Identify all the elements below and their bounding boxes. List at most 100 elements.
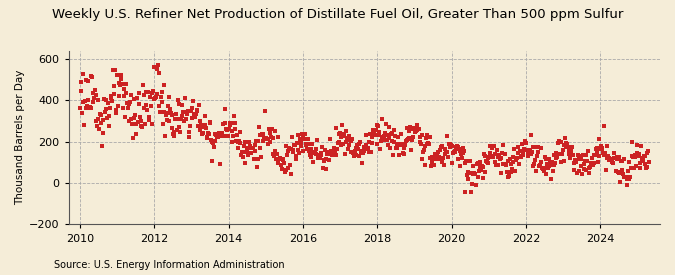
Point: [244, 139, 254, 144]
Point: [127, 122, 138, 126]
Point: [235, 130, 246, 134]
Point: [491, 163, 502, 168]
Point: [260, 108, 271, 113]
Point: [461, 159, 472, 163]
Point: [529, 162, 539, 166]
Point: [137, 125, 148, 129]
Point: [217, 131, 228, 136]
Point: [504, 174, 514, 179]
Point: [145, 104, 156, 108]
Point: [376, 117, 387, 121]
Point: [142, 108, 153, 112]
Point: [267, 135, 278, 140]
Point: [218, 122, 229, 126]
Point: [408, 134, 418, 139]
Point: [450, 149, 460, 153]
Point: [590, 153, 601, 158]
Point: [480, 170, 491, 174]
Point: [176, 103, 187, 107]
Point: [549, 161, 560, 165]
Point: [617, 159, 628, 164]
Point: [268, 152, 279, 156]
Point: [386, 131, 397, 135]
Point: [641, 151, 652, 155]
Point: [453, 145, 464, 149]
Point: [452, 157, 463, 162]
Point: [96, 113, 107, 117]
Point: [273, 161, 284, 165]
Point: [637, 159, 648, 163]
Point: [394, 153, 405, 157]
Point: [534, 164, 545, 168]
Point: [595, 144, 606, 148]
Point: [508, 155, 518, 159]
Point: [223, 134, 234, 138]
Point: [419, 144, 430, 148]
Point: [250, 149, 261, 153]
Point: [258, 132, 269, 136]
Point: [592, 146, 603, 151]
Point: [109, 68, 120, 72]
Point: [93, 98, 104, 102]
Point: [213, 131, 224, 135]
Point: [120, 82, 131, 86]
Point: [564, 152, 574, 156]
Point: [545, 159, 556, 164]
Point: [400, 142, 410, 147]
Point: [144, 95, 155, 100]
Point: [219, 133, 230, 138]
Point: [95, 120, 106, 125]
Point: [418, 148, 429, 152]
Point: [182, 110, 193, 114]
Point: [129, 116, 140, 120]
Point: [324, 158, 335, 162]
Point: [510, 168, 520, 173]
Point: [400, 139, 411, 143]
Point: [381, 138, 392, 142]
Point: [354, 142, 364, 147]
Point: [437, 160, 448, 164]
Point: [554, 139, 565, 143]
Point: [355, 149, 366, 154]
Point: [319, 147, 330, 152]
Point: [210, 131, 221, 136]
Point: [113, 94, 124, 98]
Point: [493, 163, 504, 167]
Point: [185, 124, 196, 128]
Point: [366, 141, 377, 145]
Point: [256, 155, 267, 159]
Point: [423, 142, 434, 147]
Point: [569, 167, 580, 172]
Point: [389, 139, 400, 144]
Point: [249, 142, 260, 147]
Point: [341, 128, 352, 133]
Point: [221, 128, 232, 132]
Point: [78, 100, 88, 104]
Point: [424, 134, 435, 139]
Point: [618, 175, 629, 179]
Point: [159, 110, 169, 114]
Point: [606, 158, 617, 163]
Point: [94, 127, 105, 131]
Point: [348, 151, 358, 155]
Point: [340, 140, 351, 145]
Point: [497, 143, 508, 148]
Point: [577, 171, 588, 176]
Point: [156, 90, 167, 94]
Point: [385, 145, 396, 150]
Point: [396, 131, 406, 136]
Point: [212, 132, 223, 136]
Point: [524, 151, 535, 155]
Point: [180, 96, 190, 100]
Point: [83, 79, 94, 83]
Point: [161, 113, 171, 117]
Point: [358, 150, 369, 155]
Point: [301, 143, 312, 147]
Point: [194, 103, 205, 107]
Point: [113, 104, 124, 109]
Point: [504, 156, 515, 161]
Point: [385, 132, 396, 136]
Point: [394, 142, 404, 147]
Point: [514, 162, 524, 167]
Point: [519, 147, 530, 151]
